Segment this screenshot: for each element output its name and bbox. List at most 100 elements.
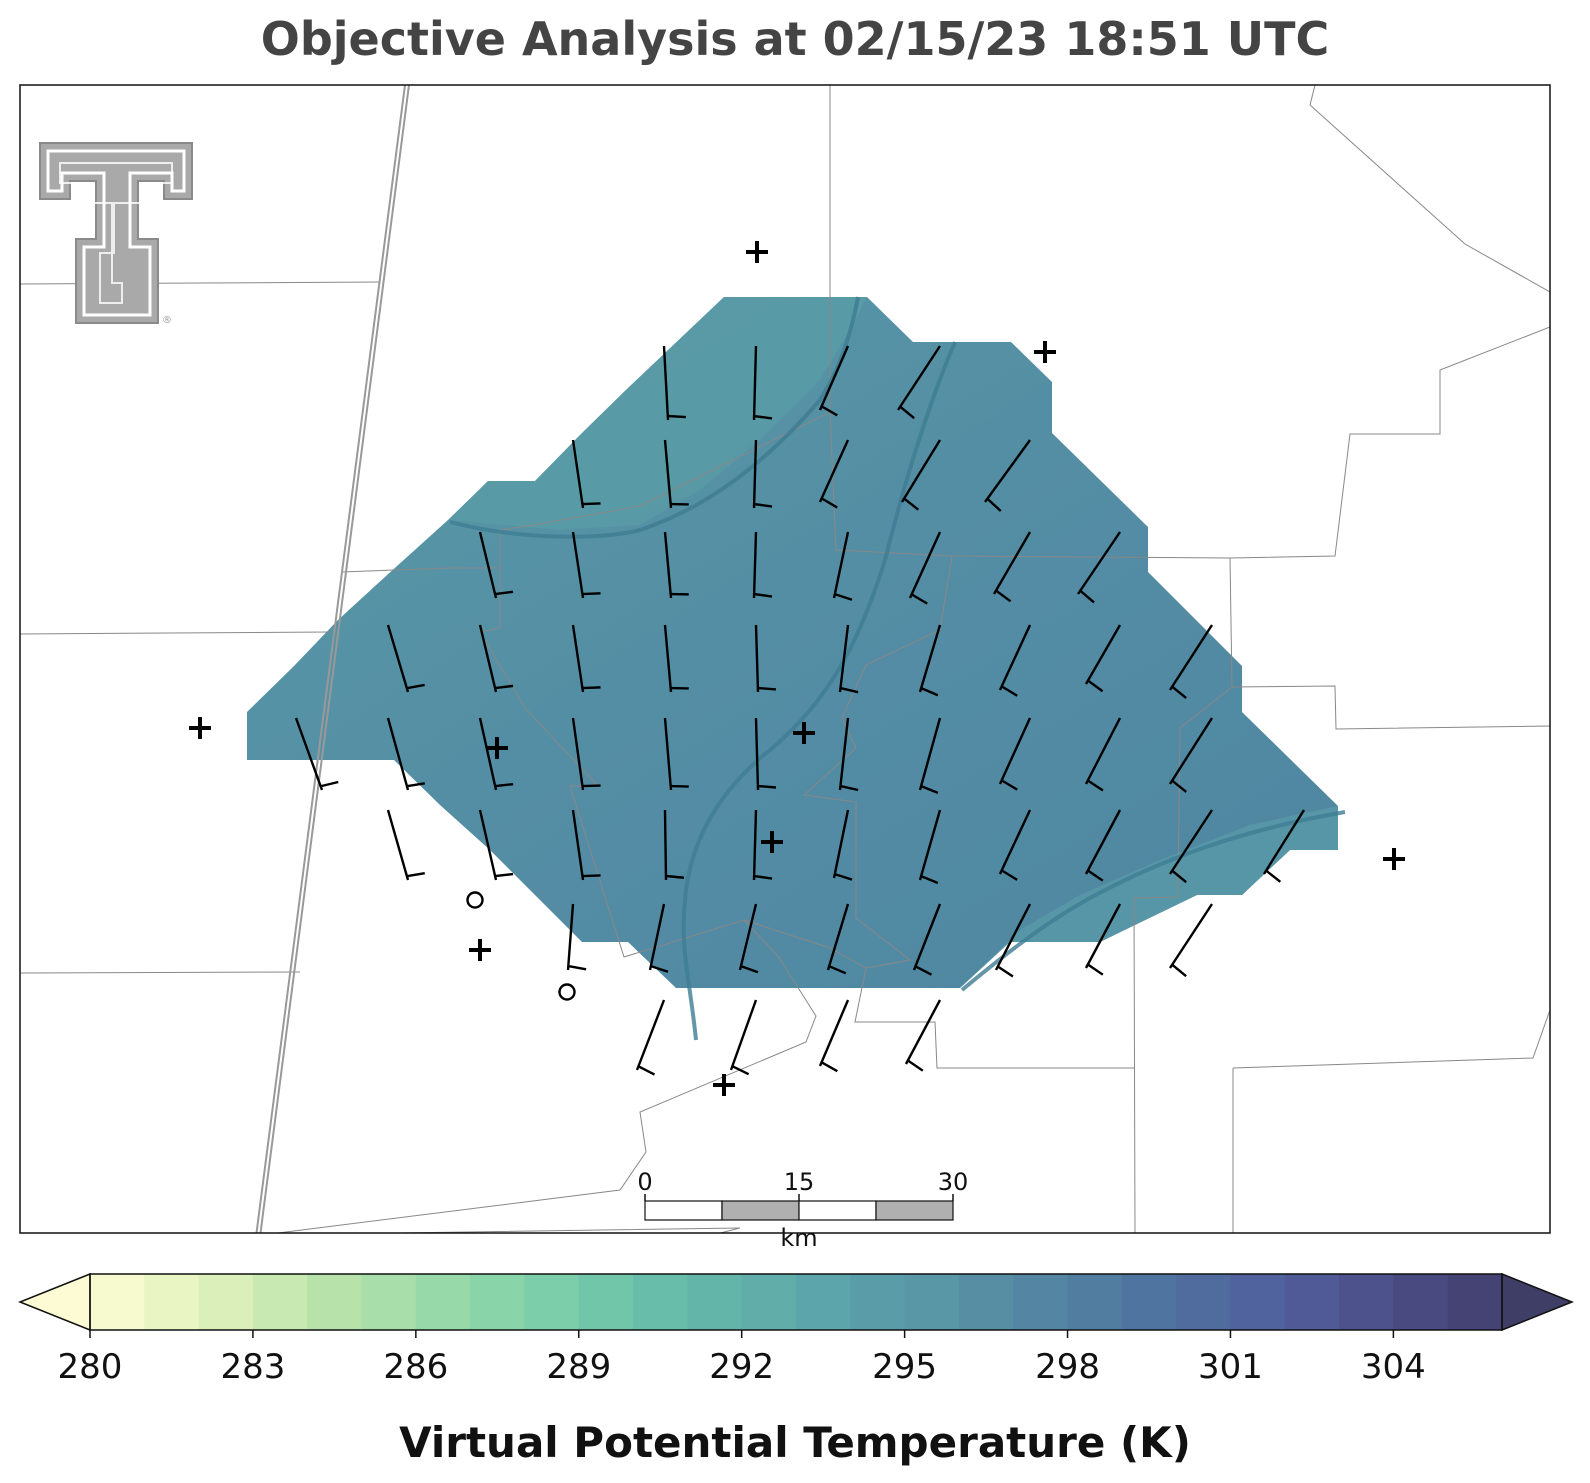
station-plus-marker xyxy=(713,1074,735,1096)
wind-barb-feather xyxy=(1001,779,1018,791)
colorbar-segment xyxy=(741,1274,797,1330)
wind-barb-feather xyxy=(899,405,915,420)
wind-barb-shaft xyxy=(838,624,850,693)
wind-barb-shaft xyxy=(754,624,760,693)
colorbar-segment xyxy=(1013,1274,1069,1330)
station-plus-marker xyxy=(793,722,815,744)
wind-barb-shaft xyxy=(1084,624,1122,685)
wind-barb-feather xyxy=(582,686,601,690)
wind-barb-shaft xyxy=(566,903,575,971)
wind-barb-feather xyxy=(753,592,773,598)
wind-barb-shaft xyxy=(648,903,666,971)
wind-barb-feather xyxy=(1171,963,1187,978)
wind-barb-feather xyxy=(1087,963,1104,976)
wind-barb-shaft xyxy=(1168,717,1214,785)
wind-barb-shaft xyxy=(571,439,585,509)
wind-barb-feather xyxy=(914,965,933,976)
wind-barb-shaft xyxy=(752,439,758,509)
wind-barb-feather xyxy=(920,785,939,795)
wind-barb-shaft xyxy=(832,809,850,879)
station-plus-marker xyxy=(761,831,783,853)
wind-barb-feather xyxy=(1087,869,1104,882)
wind-barb-shaft xyxy=(984,439,1031,503)
wind-barb-feather xyxy=(406,871,425,878)
wind-barb-shaft xyxy=(635,999,666,1071)
colorbar-segment xyxy=(578,1274,634,1330)
colorbar-segment xyxy=(1176,1274,1231,1330)
wind-barb-shaft xyxy=(752,531,758,599)
colorbar-tick-label: 286 xyxy=(383,1347,448,1387)
colorbar-segment xyxy=(1339,1274,1394,1330)
colorbar-segment xyxy=(361,1274,417,1330)
wind-barb-feather xyxy=(995,589,1012,603)
wind-barb-feather xyxy=(494,590,514,596)
colorbar-segment xyxy=(470,1274,525,1330)
wind-barb-shaft xyxy=(663,624,673,693)
wind-barb-feather xyxy=(494,684,514,690)
texas-tech-double-t-logo: ® xyxy=(39,142,193,326)
wind-barb-shaft xyxy=(918,809,942,881)
theta-v-contours xyxy=(449,296,1346,1041)
wind-barb-shaft xyxy=(912,903,942,971)
wind-barb-feather xyxy=(757,686,777,691)
wind-barb-feather xyxy=(986,497,1002,512)
wind-barb-shaft xyxy=(386,809,410,881)
wind-barb-feather xyxy=(320,780,339,788)
wind-barb-shaft xyxy=(818,999,850,1067)
wind-barb-shaft xyxy=(752,345,758,421)
wind-barb-feather xyxy=(903,497,920,511)
wind-barb-feather xyxy=(637,1065,656,1076)
wind-barb-feather xyxy=(920,687,939,697)
highway xyxy=(255,85,410,1233)
analysis-field xyxy=(247,297,1338,988)
station-plus-marker xyxy=(1034,341,1056,363)
wind-barbs xyxy=(294,345,1306,1076)
colorbar-segment xyxy=(687,1274,743,1330)
wind-barb-shaft xyxy=(1084,903,1122,969)
colorbar: 280 283 286 289 292 295 298 301 304 xyxy=(17,1272,1575,1387)
map-title: Objective Analysis at 02/15/23 18:51 UTC xyxy=(260,12,1330,66)
wind-barb-feather xyxy=(753,502,773,508)
wind-barb-feather xyxy=(1265,869,1282,883)
scale-label-0: 0 xyxy=(637,1168,652,1196)
wind-barb-shaft xyxy=(1084,809,1122,875)
wind-barb-feather xyxy=(582,502,601,506)
colorbar-segment xyxy=(904,1274,960,1330)
colorbar-segment xyxy=(1284,1274,1340,1330)
wind-barb-shaft xyxy=(1262,809,1306,875)
station-plus-marker xyxy=(746,241,768,263)
wind-barb-shaft xyxy=(663,439,673,509)
wind-barb-shaft xyxy=(998,624,1032,691)
wind-barb-feather xyxy=(1001,685,1018,697)
theta-v-fill xyxy=(247,297,1338,988)
wind-barb-shaft xyxy=(998,809,1032,875)
colorbar-segment xyxy=(1067,1274,1123,1330)
scale-bar: 0 15 30 km xyxy=(637,1168,968,1252)
wind-barb-shaft xyxy=(386,624,410,693)
wind-barb-shaft xyxy=(818,345,850,411)
wind-barb-shaft xyxy=(992,531,1032,595)
station-plus-marker xyxy=(189,717,211,739)
colorbar-tick-label: 301 xyxy=(1198,1347,1263,1387)
wind-barb-feather xyxy=(821,405,838,417)
wind-barb-shaft xyxy=(838,717,850,791)
colorbar-max-extend xyxy=(1501,1272,1575,1332)
wind-barb-shaft xyxy=(729,999,758,1071)
colorbar-label: Virtual Potential Temperature (K) xyxy=(399,1418,1191,1467)
colorbar-tick-label: 295 xyxy=(872,1347,937,1387)
wind-barb-shaft xyxy=(663,717,673,791)
wind-barb-shaft xyxy=(663,809,668,881)
wind-barb-shaft xyxy=(478,809,498,881)
wind-barb-feather xyxy=(820,1061,838,1073)
colorbar-segment xyxy=(633,1274,688,1330)
colorbar-tick-label: 292 xyxy=(709,1347,774,1387)
colorbar-min-extend xyxy=(17,1272,91,1332)
station-circle-marker xyxy=(558,983,576,1001)
wind-barb-shaft xyxy=(752,809,758,881)
wind-barb-shaft xyxy=(738,903,758,971)
wind-barb-feather xyxy=(920,875,939,885)
colorbar-segment xyxy=(524,1274,580,1330)
colorbar-segment xyxy=(850,1274,906,1330)
wind-barb-shaft xyxy=(754,717,760,791)
wind-barb-feather xyxy=(997,965,1014,978)
